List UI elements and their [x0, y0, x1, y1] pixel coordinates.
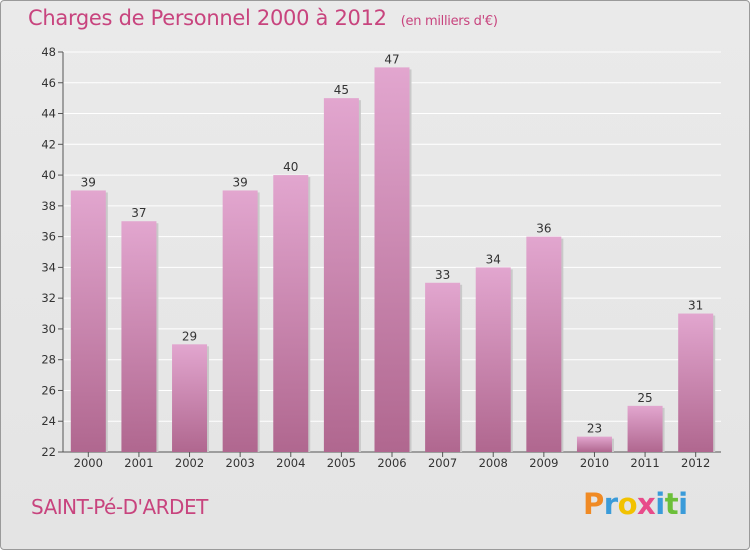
- bar-2002: [172, 344, 208, 452]
- data-label-2009: 36: [536, 222, 551, 236]
- x-tick-label-2004: 2004: [276, 456, 305, 470]
- logo-letter: i: [655, 487, 665, 521]
- data-label-2012: 31: [688, 299, 703, 313]
- logo-letter: o: [617, 487, 638, 521]
- bar-2011: [627, 405, 663, 452]
- y-tick-label-46: 46: [41, 76, 56, 90]
- chart-subtitle: (en milliers d'€): [400, 14, 498, 29]
- y-tick-label-24: 24: [41, 414, 56, 428]
- data-label-2000: 39: [81, 175, 96, 189]
- logo-letter: i: [678, 487, 688, 521]
- bar-2005: [323, 98, 359, 453]
- x-tick-label-2008: 2008: [479, 456, 508, 470]
- proxiti-logo: Proxiti: [583, 487, 688, 521]
- x-tick-label-2006: 2006: [377, 456, 406, 470]
- bar-2006: [374, 67, 410, 452]
- logo-letter: x: [637, 487, 656, 521]
- bar-2010: [576, 436, 612, 452]
- y-tick-label-42: 42: [41, 137, 56, 151]
- data-label-2002: 29: [182, 329, 197, 343]
- bar-2001: [121, 221, 157, 452]
- x-tick-label-2010: 2010: [580, 456, 609, 470]
- bar-2008: [475, 267, 511, 452]
- bar-2009: [526, 236, 562, 452]
- y-tick-label-22: 22: [41, 445, 56, 459]
- data-label-2008: 34: [486, 252, 501, 266]
- data-label-2010: 23: [587, 422, 602, 436]
- x-tick-label-2007: 2007: [428, 456, 457, 470]
- y-tick-label-40: 40: [41, 168, 56, 182]
- data-label-2006: 47: [384, 52, 399, 66]
- data-label-2004: 40: [283, 160, 298, 174]
- logo-letter: r: [603, 487, 618, 521]
- y-tick-label-32: 32: [41, 291, 56, 305]
- bar-2012: [678, 313, 714, 452]
- data-label-2007: 33: [435, 268, 450, 282]
- data-label-2005: 45: [334, 83, 349, 97]
- y-tick-label-48: 48: [41, 45, 56, 59]
- y-tick-label-26: 26: [41, 383, 56, 397]
- commune-name: SAINT-Pé-D'ARDET: [31, 495, 208, 519]
- bar-2000: [70, 190, 106, 452]
- data-label-2001: 37: [131, 206, 146, 220]
- x-tick-label-2001: 2001: [124, 456, 153, 470]
- data-label-2003: 39: [233, 175, 248, 189]
- bar-2003: [222, 190, 258, 452]
- logo-letter: P: [583, 487, 604, 521]
- logo-letter: t: [664, 487, 679, 521]
- x-tick-label-2005: 2005: [327, 456, 356, 470]
- x-tick-label-2011: 2011: [630, 456, 659, 470]
- y-tick-label-34: 34: [41, 260, 56, 274]
- data-label-2011: 25: [637, 391, 652, 405]
- y-tick-label-30: 30: [41, 322, 56, 336]
- y-tick-label-36: 36: [41, 230, 56, 244]
- title-text: Charges de Personnel 2000 à 2012: [28, 6, 387, 30]
- chart-title: Charges de Personnel 2000 à 2012 (en mill…: [28, 6, 498, 30]
- x-tick-label-2009: 2009: [529, 456, 558, 470]
- x-tick-label-2000: 2000: [74, 456, 103, 470]
- x-tick-label-2012: 2012: [681, 456, 710, 470]
- x-tick-label-2002: 2002: [175, 456, 204, 470]
- bar-2004: [273, 175, 309, 453]
- bar-2007: [425, 282, 461, 452]
- y-tick-label-28: 28: [41, 353, 56, 367]
- x-tick-label-2003: 2003: [226, 456, 255, 470]
- y-tick-label-38: 38: [41, 199, 56, 213]
- y-tick-label-44: 44: [41, 107, 56, 121]
